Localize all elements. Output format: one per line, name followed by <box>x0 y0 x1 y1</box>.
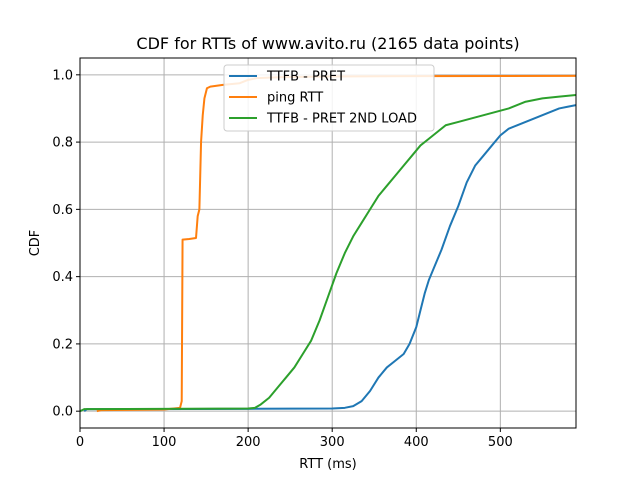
y-tick-label: 0.4 <box>52 270 73 285</box>
x-tick-label: 0 <box>76 435 84 450</box>
legend-label-ttfb-pret-2nd-load: TTFB - PRET 2ND LOAD <box>266 112 417 127</box>
x-tick-label: 500 <box>488 435 513 450</box>
x-axis-ticks: 0 100 200 300 400 500 <box>76 428 513 450</box>
chart-title: CDF for RTTs of www.avito.ru (2165 data … <box>136 34 519 53</box>
x-tick-label: 400 <box>404 435 429 450</box>
y-tick-label: 0.0 <box>52 405 73 420</box>
x-axis-label: RTT (ms) <box>299 457 356 472</box>
y-tick-label: 0.6 <box>52 203 73 218</box>
y-tick-label: 1.0 <box>52 68 73 83</box>
y-axis-ticks: 0.0 0.2 0.4 0.6 0.8 1.0 <box>52 68 80 420</box>
y-tick-label: 0.8 <box>52 136 73 151</box>
x-tick-label: 300 <box>320 435 345 450</box>
series-line-ttfb-pret-2nd-load <box>80 94 576 413</box>
y-axis-label: CDF <box>28 230 43 257</box>
legend-box <box>223 64 435 132</box>
legend-label-ttfb-pret: TTFB - PRET <box>266 70 345 85</box>
legend: TTFB - PRET ping RTT TTFB - PRET 2ND LOAD <box>223 64 435 132</box>
y-tick-label: 0.2 <box>52 337 73 352</box>
x-tick-label: 100 <box>152 435 177 450</box>
x-tick-label: 200 <box>236 435 261 450</box>
series-line-ttfb-pret <box>83 104 576 412</box>
plot-frame <box>79 57 577 429</box>
legend-label-ping-rtt: ping RTT <box>267 91 323 106</box>
